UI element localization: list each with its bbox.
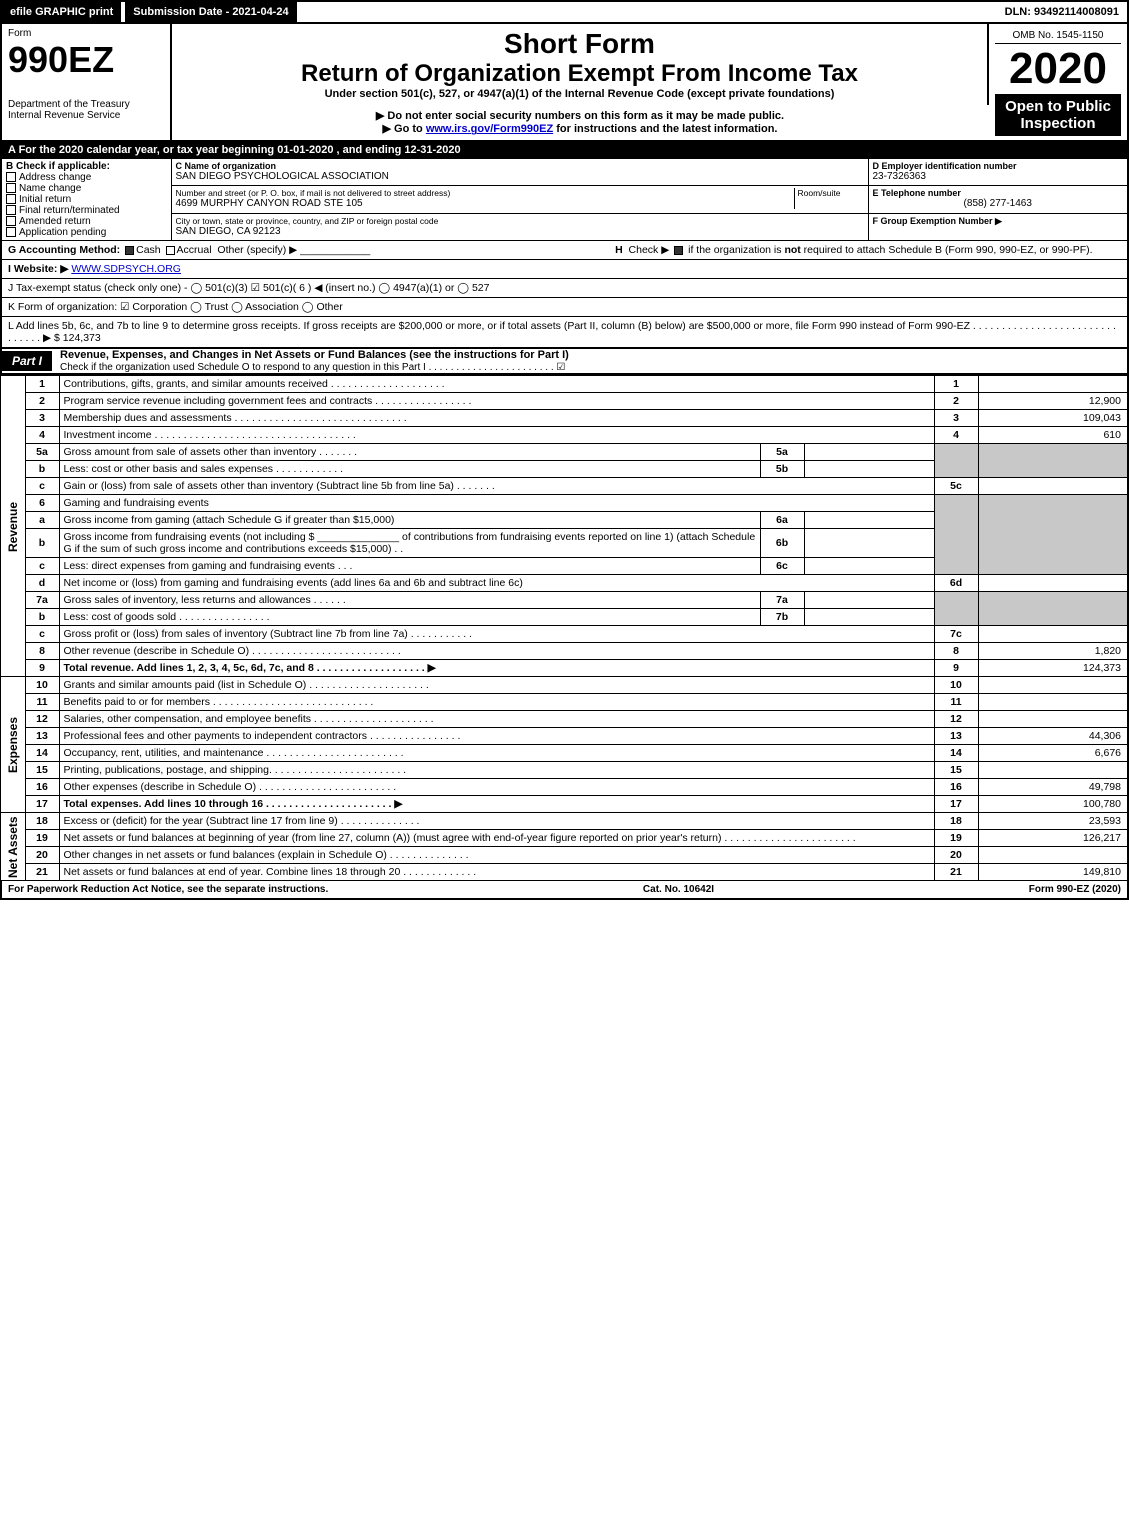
website-line: I Website: ▶ WWW.SDPSYCH.ORG <box>0 260 1129 279</box>
tax-exempt-status: J Tax-exempt status (check only one) - ◯… <box>0 279 1129 298</box>
gross-receipts-l: L Add lines 5b, 6c, and 7b to line 9 to … <box>0 317 1129 349</box>
line19-val: 126,217 <box>978 830 1128 847</box>
city-label: City or town, state or province, country… <box>176 216 864 226</box>
line2-val: 12,900 <box>978 393 1128 410</box>
chk-address-change[interactable]: Address change <box>6 172 167 183</box>
org-info-grid: B Check if applicable: Address change Na… <box>0 158 1129 241</box>
accounting-method: G Accounting Method: Cash Accrual Other … <box>8 244 615 256</box>
rotated-expenses: Expenses <box>1 677 25 813</box>
section-a-period: A For the 2020 calendar year, or tax yea… <box>0 142 1129 158</box>
ein-label: D Employer identification number <box>873 161 1124 171</box>
irs-link[interactable]: www.irs.gov/Form990EZ <box>426 123 553 135</box>
part1-header: Part I Revenue, Expenses, and Changes in… <box>0 349 1129 375</box>
line13-val: 44,306 <box>978 728 1128 745</box>
form-of-organization: K Form of organization: ☑ Corporation ◯ … <box>0 298 1129 317</box>
line1-val <box>978 376 1128 393</box>
tax-year: 2020 <box>995 44 1121 94</box>
title-short-form: Short Form <box>178 28 981 60</box>
chk-initial-return[interactable]: Initial return <box>6 194 167 205</box>
efile-topbar: efile GRAPHIC print Submission Date - 20… <box>0 0 1129 24</box>
form-page-ref: Form 990-EZ (2020) <box>1029 884 1121 895</box>
rotated-revenue: Revenue <box>1 376 25 677</box>
street-address: 4699 MURPHY CANYON ROAD STE 105 <box>176 198 794 209</box>
website-link[interactable]: WWW.SDPSYCH.ORG <box>71 263 181 275</box>
chk-final-return[interactable]: Final return/terminated <box>6 205 167 216</box>
under-section: Under section 501(c), 527, or 4947(a)(1)… <box>178 88 981 100</box>
addr-label: Number and street (or P. O. box, if mail… <box>176 188 794 198</box>
phone-value: (858) 277-1463 <box>873 198 1124 209</box>
form-number: 990EZ <box>8 39 164 81</box>
open-to-public: Open to Public Inspection <box>995 94 1121 136</box>
line14-val: 6,676 <box>978 745 1128 762</box>
line18-val: 23,593 <box>978 813 1128 830</box>
rotated-netassets: Net Assets <box>1 813 25 881</box>
chk-schedule-b[interactable] <box>674 246 683 255</box>
box-c-name-label: C Name of organization <box>176 161 864 171</box>
chk-amended[interactable]: Amended return <box>6 216 167 227</box>
part1-title: Revenue, Expenses, and Changes in Net As… <box>52 349 1127 373</box>
ein-value: 23-7326363 <box>873 171 1124 182</box>
group-exemption-label: F Group Exemption Number ▶ <box>873 216 1124 227</box>
efile-label[interactable]: efile GRAPHIC print <box>2 2 121 22</box>
phone-label: E Telephone number <box>873 188 1124 198</box>
room-suite-label: Room/suite <box>794 188 864 209</box>
omb-number: OMB No. 1545-1150 <box>995 28 1121 44</box>
line21-val: 149,810 <box>978 864 1128 881</box>
line1-desc: Contributions, gifts, grants, and simila… <box>59 376 934 393</box>
chk-accrual[interactable] <box>166 246 175 255</box>
part1-table: Revenue 1 Contributions, gifts, grants, … <box>0 375 1129 881</box>
goto-instructions: ▶ Go to www.irs.gov/Form990EZ for instru… <box>178 122 982 135</box>
schedule-b-check: H Check ▶ if the organization is not req… <box>615 244 1121 256</box>
department: Department of the Treasury <box>8 99 164 110</box>
line3-val: 109,043 <box>978 410 1128 427</box>
chk-app-pending[interactable]: Application pending <box>6 227 167 238</box>
chk-cash[interactable] <box>125 246 134 255</box>
line17-val: 100,780 <box>978 796 1128 813</box>
dln: DLN: 93492114008091 <box>997 2 1127 22</box>
line8-val: 1,820 <box>978 643 1128 660</box>
ssn-warning: ▶ Do not enter social security numbers o… <box>178 109 982 122</box>
form-label: Form <box>8 28 164 39</box>
submission-date: Submission Date - 2021-04-24 <box>125 2 296 22</box>
chk-name-change[interactable]: Name change <box>6 183 167 194</box>
line9-val: 124,373 <box>978 660 1128 677</box>
line16-val: 49,798 <box>978 779 1128 796</box>
cat-no: Cat. No. 10642I <box>643 884 714 895</box>
paperwork-notice: For Paperwork Reduction Act Notice, see … <box>8 884 328 895</box>
line4-val: 610 <box>978 427 1128 444</box>
city-state-zip: SAN DIEGO, CA 92123 <box>176 226 864 237</box>
title-return: Return of Organization Exempt From Incom… <box>178 60 981 88</box>
org-name: SAN DIEGO PSYCHOLOGICAL ASSOCIATION <box>176 171 864 182</box>
irs-service: Internal Revenue Service <box>8 110 164 121</box>
box-b-label: B Check if applicable: <box>6 161 167 172</box>
form-header: Form 990EZ Department of the Treasury In… <box>0 24 1129 142</box>
page-footer: For Paperwork Reduction Act Notice, see … <box>0 881 1129 900</box>
part1-box: Part I <box>2 351 52 371</box>
